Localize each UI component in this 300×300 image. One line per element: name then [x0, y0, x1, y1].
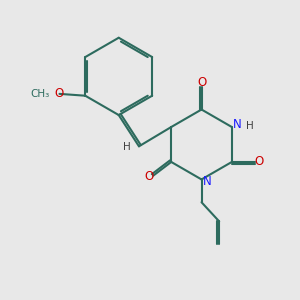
Text: O: O: [198, 76, 207, 89]
Text: H: H: [123, 142, 131, 152]
Text: N: N: [233, 118, 242, 130]
Text: CH₃: CH₃: [31, 89, 50, 99]
Text: H: H: [246, 121, 254, 130]
Text: O: O: [254, 155, 264, 169]
Text: O: O: [55, 87, 64, 101]
Text: O: O: [144, 170, 153, 183]
Text: N: N: [203, 175, 212, 188]
